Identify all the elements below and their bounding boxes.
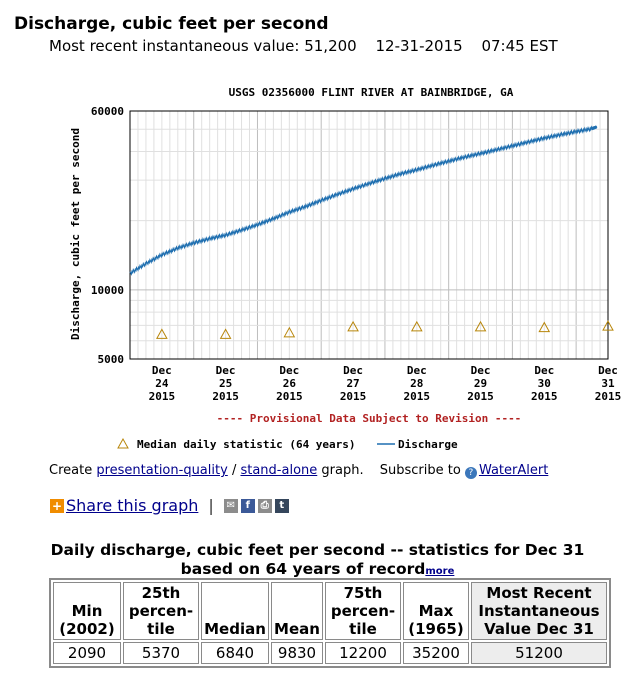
value-most-recent: 51200 [471, 642, 607, 664]
value-mean: 9830 [271, 642, 323, 664]
share-plus-icon[interactable]: + [50, 498, 64, 513]
share-line: + Share this graph | ✉ f ⎙ t [50, 496, 292, 515]
x-tick-label: 2015 [595, 390, 622, 403]
recent-value-label: Most recent instantaneous value: 51,200 [49, 37, 357, 55]
chart-title: USGS 02356000 FLINT RIVER AT BAINBRIDGE,… [229, 86, 514, 99]
more-link[interactable]: more [425, 566, 455, 577]
email-icon[interactable]: ✉ [223, 498, 238, 513]
x-tick-label: 28 [410, 377, 423, 390]
header-most-recent: Most Recent Instantaneous Value Dec 31 [471, 582, 607, 640]
value-25th: 5370 [123, 642, 199, 664]
wateralert-link[interactable]: WaterAlert [478, 463, 549, 478]
graph-links-line: Create presentation-quality / stand-alon… [49, 463, 548, 479]
chart-series [129, 125, 614, 339]
x-tick-label: 30 [538, 377, 551, 390]
link-separator: / [231, 463, 237, 478]
header-max: Max (1965) [403, 582, 469, 640]
value-min: 2090 [53, 642, 121, 664]
x-tick-label: 2015 [340, 390, 367, 403]
value-median: 6840 [201, 642, 269, 664]
x-tick-label: 2015 [467, 390, 494, 403]
x-tick-label: 26 [283, 377, 297, 390]
x-tick-label: Dec [407, 364, 427, 377]
value-75th: 12200 [325, 642, 401, 664]
median-marker [538, 321, 551, 333]
chart-grid [130, 111, 608, 359]
share-separator: | [208, 496, 214, 515]
discharge-chart: USGS 02356000 FLINT RIVER AT BAINBRIDGE,… [69, 86, 621, 451]
presentation-quality-link[interactable]: presentation-quality [96, 463, 228, 478]
chart-axes: 60000100005000Dec242015Dec252015Dec26201… [91, 105, 621, 403]
plot-frame [129, 110, 609, 360]
create-text: Create [49, 463, 93, 478]
stats-caption-line2: based on 64 years of record [180, 560, 426, 578]
x-tick-label: Dec [343, 364, 363, 377]
legend-median-marker [117, 437, 129, 449]
x-tick-label: Dec [152, 364, 172, 377]
median-marker [347, 320, 359, 332]
header-median: Median [201, 582, 269, 640]
x-tick-label: 27 [346, 377, 359, 390]
x-tick-label: 2015 [276, 390, 303, 403]
header-mean: Mean [271, 582, 323, 640]
share-graph-link[interactable]: Share this graph [66, 496, 199, 515]
x-tick-label: 2015 [149, 390, 176, 403]
print-icon[interactable]: ⎙ [257, 498, 272, 513]
median-marker [156, 328, 168, 339]
wateralert-icon[interactable]: ? [464, 467, 477, 479]
y-axis-label: Discharge, cubic feet per second [69, 128, 82, 340]
x-tick-label: 2015 [531, 390, 558, 403]
legend-median-label: Median daily statistic (64 years) [137, 438, 356, 451]
x-tick-label: 25 [219, 377, 232, 390]
stats-header-row: Min (2002) 25th percen-tile Median Mean 75… [53, 582, 607, 640]
stats-caption-line1: Daily discharge, cubic feet per second -… [50, 541, 585, 559]
recent-value-time: 07:45 EST [481, 37, 558, 55]
y-tick-label: 10000 [91, 284, 124, 297]
header-min: Min (2002) [53, 582, 121, 640]
median-marker [602, 320, 614, 331]
stand-alone-link[interactable]: stand-alone [240, 463, 318, 478]
recent-value-line: Most recent instantaneous value: 51,200 … [49, 37, 572, 55]
x-tick-label: 24 [155, 377, 169, 390]
x-tick-label: 2015 [212, 390, 239, 403]
recent-value-date: 12-31-2015 [375, 37, 463, 55]
x-tick-label: 2015 [404, 390, 431, 403]
y-tick-label: 60000 [91, 105, 124, 118]
legend-discharge-label: Discharge [398, 438, 458, 451]
facebook-icon[interactable]: f [240, 498, 255, 513]
median-marker [410, 320, 423, 332]
header-25th: 25th percen-tile [123, 582, 199, 640]
stats-caption: Daily discharge, cubic feet per second -… [0, 541, 635, 581]
x-tick-label: 29 [474, 377, 487, 390]
subscribe-text: Subscribe to [379, 463, 461, 478]
median-marker [219, 328, 232, 339]
x-tick-label: Dec [471, 364, 491, 377]
provisional-note: ---- Provisional Data Subject to Revisio… [217, 412, 522, 425]
tumblr-icon[interactable]: t [274, 498, 289, 513]
value-max: 35200 [403, 642, 469, 664]
stats-value-row: 2090 5370 6840 9830 12200 35200 51200 [53, 642, 607, 664]
x-tick-label: Dec [598, 364, 618, 377]
chart-legend: Median daily statistic (64 years) Discha… [117, 437, 458, 451]
graph-text: graph. [321, 463, 364, 478]
median-marker [474, 320, 487, 332]
header-75th: 75th percen-tile [325, 582, 401, 640]
median-marker [283, 326, 296, 338]
x-tick-label: Dec [216, 364, 236, 377]
stats-table: Min (2002) 25th percen-tile Median Mean 75… [49, 578, 611, 668]
discharge-line [129, 125, 598, 276]
x-tick-label: Dec [279, 364, 299, 377]
x-tick-label: Dec [534, 364, 554, 377]
page-title: Discharge, cubic feet per second [14, 14, 329, 34]
x-tick-label: 31 [601, 377, 615, 390]
y-tick-label: 5000 [98, 353, 125, 366]
